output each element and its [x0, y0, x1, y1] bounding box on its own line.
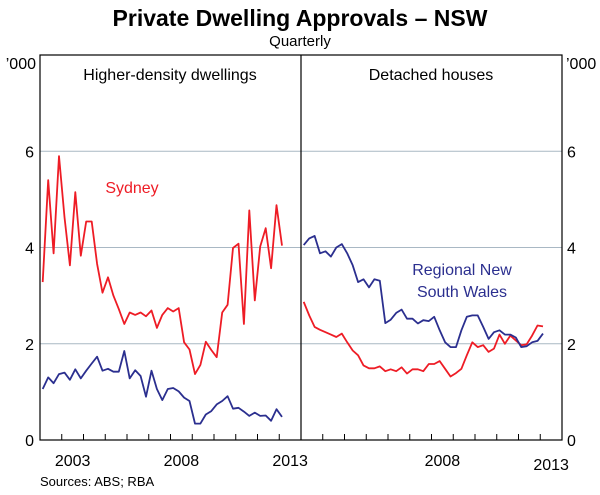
y-unit-left: ’000 [6, 56, 36, 73]
series-lines [41, 155, 544, 425]
x-tick-label: 2008 [425, 453, 461, 470]
y-tick-label-left: 2 [25, 337, 34, 354]
y-tick-label-right: 0 [567, 433, 576, 450]
line-higher-density-regional [41, 350, 283, 425]
annotation-regional-line2: South Wales [417, 284, 507, 301]
axis-labels: 2003 2008 2013 2008 2013 0 0 2 2 4 4 6 6 [25, 144, 576, 474]
line-higher-density-sydney [41, 155, 283, 376]
annotation-regional-line1: Regional New [412, 262, 512, 279]
annotation-sydney: Sydney [105, 180, 158, 197]
y-tick-label-left: 0 [25, 433, 34, 450]
x-tick-label: 2003 [55, 453, 91, 470]
y-tick-label-right: 6 [567, 144, 576, 161]
y-tick-label-right: 4 [567, 241, 576, 258]
y-tick-label-right: 2 [567, 337, 576, 354]
line-detached-sydney [302, 301, 544, 378]
source-note: Sources: ABS; RBA [40, 474, 154, 489]
chart-title: Private Dwelling Approvals – NSW [113, 5, 488, 31]
chart-subtitle: Quarterly [269, 33, 331, 50]
plot-frame [39, 54, 563, 441]
x-tick-label: 2013 [533, 457, 569, 474]
panel-title-left: Higher-density dwellings [83, 67, 256, 84]
line-detached-regional [303, 234, 544, 349]
x-tick-label: 2013 [272, 453, 308, 470]
x-tick-label: 2008 [164, 453, 200, 470]
y-tick-label-left: 6 [25, 144, 34, 161]
panel-title-right: Detached houses [369, 67, 494, 84]
y-unit-right: ’000 [566, 56, 596, 73]
y-tick-label-left: 4 [25, 241, 34, 258]
